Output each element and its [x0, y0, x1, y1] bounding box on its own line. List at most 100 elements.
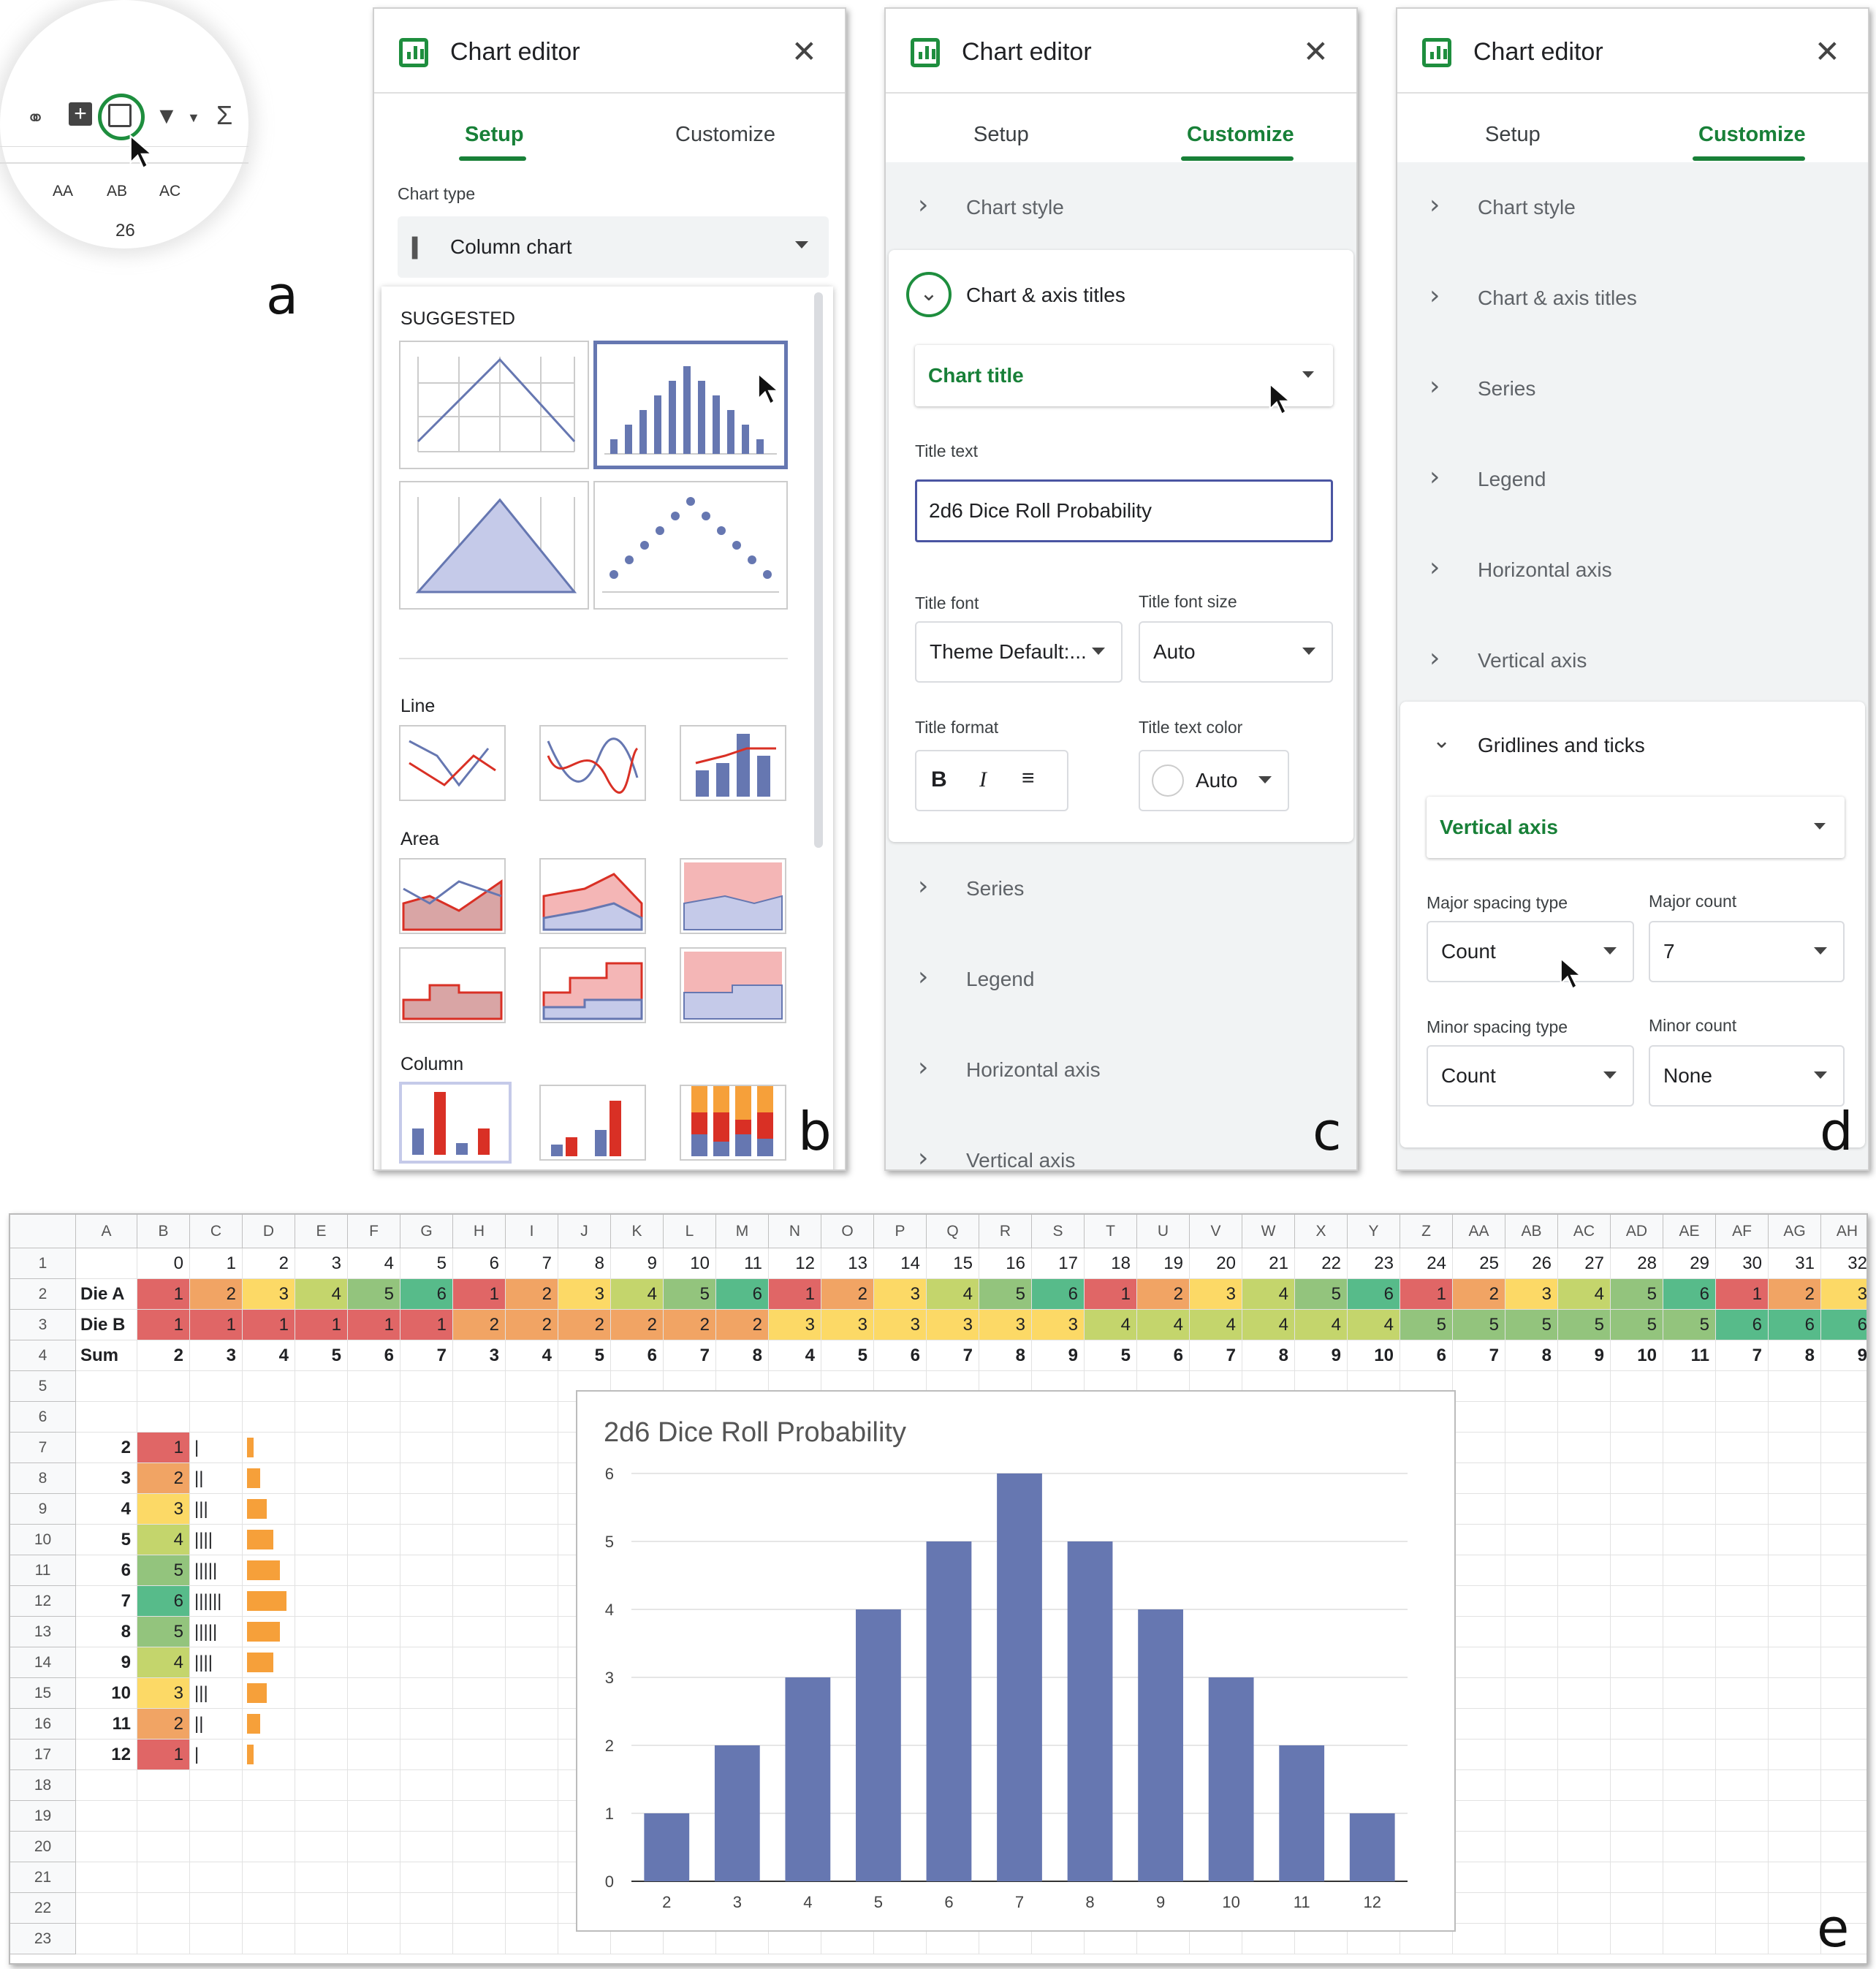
cell[interactable]: 8: [1769, 1340, 1821, 1371]
cell[interactable]: 2: [716, 1310, 769, 1340]
cell[interactable]: [348, 1371, 400, 1402]
cell[interactable]: [1769, 1617, 1821, 1647]
cell[interactable]: [1611, 1832, 1663, 1862]
cell[interactable]: [1663, 1647, 1716, 1678]
cell[interactable]: [1663, 1402, 1716, 1433]
cell[interactable]: [400, 1525, 453, 1555]
column-header[interactable]: Y: [1348, 1215, 1400, 1248]
cell[interactable]: [400, 1678, 453, 1709]
cell[interactable]: [190, 1924, 243, 1954]
italic-icon[interactable]: I: [979, 767, 987, 792]
cell[interactable]: 2: [506, 1310, 558, 1340]
cell[interactable]: 5: [1663, 1310, 1716, 1340]
cell[interactable]: [1032, 1924, 1085, 1954]
cell[interactable]: [243, 1402, 295, 1433]
row-header[interactable]: 17: [10, 1740, 76, 1770]
cell[interactable]: 4: [927, 1279, 979, 1310]
cell[interactable]: 4: [137, 1525, 190, 1555]
cell[interactable]: [1716, 1586, 1769, 1617]
cell[interactable]: [1400, 1924, 1453, 1954]
column-header[interactable]: K: [611, 1215, 664, 1248]
cell[interactable]: [1505, 1555, 1558, 1586]
cell[interactable]: 4: [1137, 1310, 1190, 1340]
cell[interactable]: [400, 1494, 453, 1525]
cell[interactable]: 3: [453, 1340, 506, 1371]
cell[interactable]: [769, 1924, 821, 1954]
row-header[interactable]: 6: [10, 1402, 76, 1433]
cell[interactable]: [400, 1924, 453, 1954]
cell[interactable]: [1663, 1586, 1716, 1617]
axis-dropdown[interactable]: Vertical axis: [1427, 797, 1845, 858]
cell[interactable]: [1663, 1832, 1716, 1862]
cell[interactable]: [348, 1740, 400, 1770]
cell[interactable]: 3: [137, 1494, 190, 1525]
cell[interactable]: 6: [137, 1586, 190, 1617]
cell[interactable]: 6: [1821, 1310, 1866, 1340]
cell[interactable]: [1611, 1924, 1663, 1954]
close-icon[interactable]: ✕: [1302, 34, 1329, 69]
cell[interactable]: [1716, 1463, 1769, 1494]
cell[interactable]: [1611, 1740, 1663, 1770]
cell[interactable]: 11: [1663, 1340, 1716, 1371]
cell[interactable]: [190, 1770, 243, 1801]
cell[interactable]: [453, 1770, 506, 1801]
cell[interactable]: [506, 1709, 558, 1740]
cell[interactable]: [1558, 1371, 1611, 1402]
cell[interactable]: [1663, 1740, 1716, 1770]
cell[interactable]: [1769, 1740, 1821, 1770]
cell[interactable]: 5: [1453, 1310, 1505, 1340]
column-header[interactable]: M: [716, 1215, 769, 1248]
column-header[interactable]: T: [1085, 1215, 1137, 1248]
cell[interactable]: [1611, 1770, 1663, 1801]
cell[interactable]: [1769, 1402, 1821, 1433]
cell[interactable]: [295, 1525, 348, 1555]
cell[interactable]: [1295, 1924, 1348, 1954]
cell[interactable]: [1821, 1709, 1866, 1740]
full-stacked-area-thumb[interactable]: [680, 858, 786, 934]
cell[interactable]: 2: [611, 1310, 664, 1340]
cell[interactable]: [348, 1433, 400, 1463]
cell[interactable]: [1821, 1893, 1866, 1924]
cell[interactable]: 2: [243, 1248, 295, 1279]
tab-customize[interactable]: Customize: [675, 123, 775, 146]
chart-bar[interactable]: [926, 1541, 972, 1881]
combo-chart-thumb[interactable]: [680, 725, 786, 801]
row-header[interactable]: 23: [10, 1924, 76, 1954]
cell[interactable]: [137, 1862, 190, 1893]
stacked-column-thumb[interactable]: [539, 1085, 646, 1161]
column-header[interactable]: P: [874, 1215, 927, 1248]
cell[interactable]: [506, 1555, 558, 1586]
cell[interactable]: [506, 1494, 558, 1525]
cell[interactable]: [1453, 1586, 1505, 1617]
cell[interactable]: [453, 1862, 506, 1893]
cell[interactable]: 7: [1453, 1340, 1505, 1371]
cell[interactable]: [1716, 1494, 1769, 1525]
cell[interactable]: 11: [76, 1709, 137, 1740]
sparkbar-cell[interactable]: [243, 1617, 295, 1647]
cell[interactable]: 3: [190, 1340, 243, 1371]
add-comment-icon[interactable]: +: [69, 102, 92, 126]
sum-icon[interactable]: Σ: [216, 100, 233, 130]
cell[interactable]: [1663, 1617, 1716, 1647]
cell[interactable]: [348, 1832, 400, 1862]
cell[interactable]: [1663, 1678, 1716, 1709]
cell[interactable]: [190, 1371, 243, 1402]
cell[interactable]: 6: [453, 1248, 506, 1279]
cell[interactable]: [76, 1924, 137, 1954]
cell[interactable]: 1: [137, 1433, 190, 1463]
cell[interactable]: [1611, 1893, 1663, 1924]
cell[interactable]: 3: [76, 1463, 137, 1494]
cell[interactable]: [1716, 1893, 1769, 1924]
cell[interactable]: 4: [611, 1279, 664, 1310]
cell[interactable]: [295, 1832, 348, 1862]
cell[interactable]: 24: [1400, 1248, 1453, 1279]
title-color-dropdown[interactable]: Auto: [1139, 750, 1289, 811]
section-chart-style[interactable]: Chart style: [966, 196, 1064, 219]
align-icon[interactable]: ≡: [1022, 766, 1035, 790]
cell[interactable]: [1453, 1740, 1505, 1770]
cell[interactable]: 5: [558, 1340, 611, 1371]
link-icon[interactable]: ⚭: [26, 107, 45, 131]
cell[interactable]: [1453, 1433, 1505, 1463]
cell[interactable]: [1663, 1555, 1716, 1586]
cell[interactable]: [453, 1525, 506, 1555]
